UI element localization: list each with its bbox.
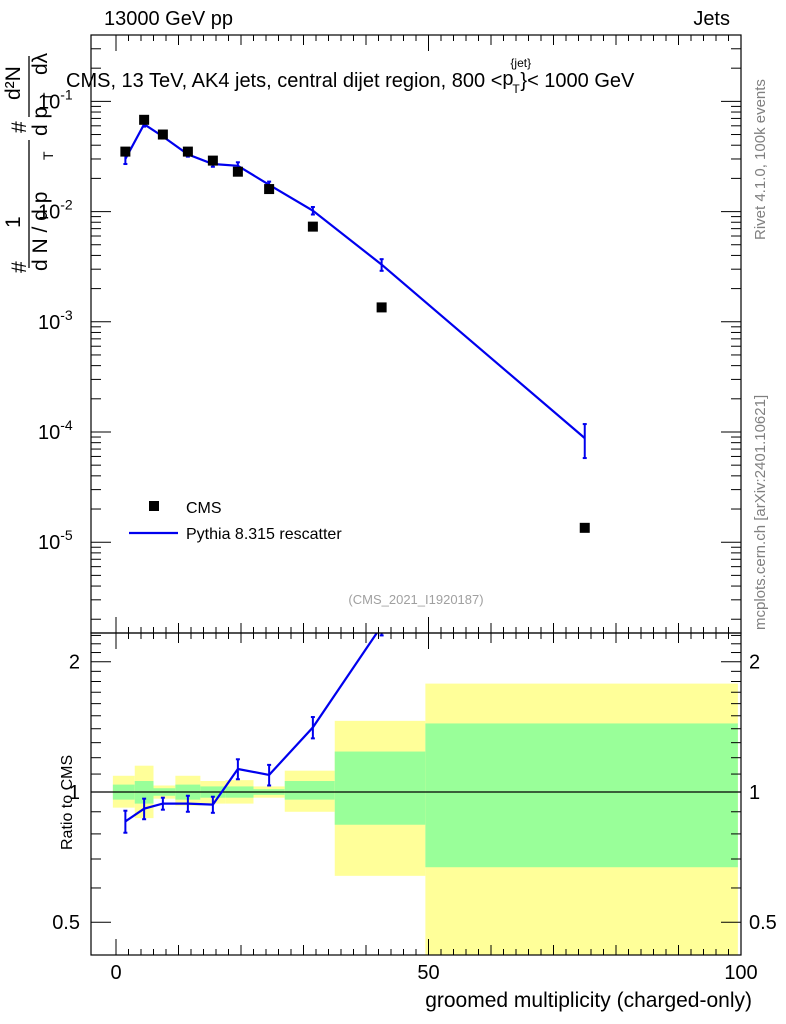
chart-title-p: p [502, 68, 514, 90]
cms-data-point [307, 221, 318, 232]
ratio-band-green [334, 751, 426, 825]
mcplots-label: mcplots.cern.ch [arXiv:2401.10621] [752, 394, 769, 630]
y-tick-label: 10-5 [38, 527, 73, 554]
ratio-y-tick-label: 2 [69, 652, 80, 674]
ratio-uncertainty-bands [112, 683, 738, 955]
x-tick-label: 100 [724, 962, 757, 984]
chart-title-part-1: CMS, 13 TeV, AK4 jets, central dijet reg… [66, 70, 503, 92]
x-axis-label: groomed multiplicity (charged-only) [425, 989, 752, 1012]
y-tick-label: 10-2 [38, 197, 73, 224]
ratio-y-tick-label: 1 [69, 782, 80, 804]
pythia-line [124, 122, 586, 439]
rivet-label: Rivet 4.1.0, 100k events [752, 79, 769, 240]
ylabel-hash-2: # [8, 121, 31, 133]
cms-data-point [182, 146, 193, 157]
y-tick-label: 10-4 [38, 417, 73, 444]
y-tick-label: 10-1 [38, 86, 73, 113]
cms-data-point [579, 522, 590, 533]
ylabel-d2n: d²N [2, 66, 25, 100]
chart-title-sup: {jet} [510, 56, 532, 70]
ylabel-dlambda: dλ [29, 52, 52, 75]
ratio-band-green [425, 723, 738, 868]
ylabel-dp: d p [29, 107, 52, 136]
ylabel-sub-t-2: T [40, 92, 56, 101]
x-tick-label: 50 [417, 962, 439, 984]
cms-data-point [139, 114, 150, 125]
ratio-y-tick-label-right: 2 [749, 652, 760, 674]
header-left: 13000 GeV pp [104, 8, 233, 30]
ratio-band-green [284, 781, 335, 800]
cms-data-point [264, 184, 275, 195]
chart-title-part-2: }< 1000 GeV [520, 70, 635, 92]
header-right: Jets [693, 8, 730, 30]
chart-title-pt: p {jet} T [502, 56, 531, 96]
cms-data-point [120, 146, 131, 157]
ylabel-one: 1 [2, 216, 25, 228]
x-tick-label: 0 [110, 962, 121, 984]
analysis-id: (CMS_2021_I1920187) [348, 592, 483, 607]
ratio-y-tick-label: 0.5 [52, 912, 80, 934]
ylabel-denominator: d N / d p [29, 192, 52, 271]
ratio-y-tick-label-right: 0.5 [749, 912, 777, 934]
axis-tick-labels: 0 50 100 10-1 10-2 10-3 10-4 10-5 0.5 0.5 1 1 2 2 [38, 86, 777, 984]
main-series [120, 114, 590, 533]
legend: CMS Pythia 8.315 rescatter [129, 500, 342, 543]
y-tick-label: 10-3 [38, 307, 73, 334]
cms-data-point [376, 302, 387, 313]
main-panel-frame [90, 34, 742, 634]
ylabel-hash-1: # [8, 261, 31, 273]
ratio-series [123, 633, 384, 834]
ratio-ylabel: Ratio to CMS [59, 755, 76, 850]
y-axis-label: # 1 d N / d p T # d p T d²N dλ [2, 52, 56, 273]
cms-data-point [207, 155, 218, 166]
axis-ticks [91, 34, 742, 955]
cms-data-point [157, 129, 168, 140]
ylabel-sub-t-1: T [40, 151, 56, 160]
chart-title-sub: T [512, 82, 520, 96]
ratio-y-tick-label-right: 1 [749, 782, 760, 804]
legend-pythia-label: Pythia 8.315 rescatter [186, 526, 342, 543]
chart-title: CMS, 13 TeV, AK4 jets, central dijet reg… [66, 56, 635, 96]
legend-cms-label: CMS [186, 500, 222, 517]
legend-cms-marker [149, 501, 159, 511]
cms-data-point [232, 166, 243, 177]
